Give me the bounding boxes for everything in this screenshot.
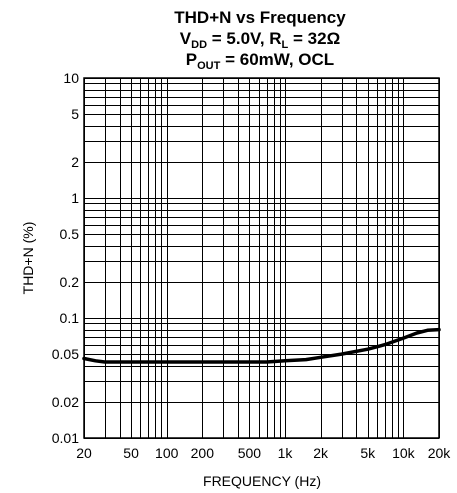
title-v-symbol: V — [180, 29, 192, 48]
y-axis-label: THD+N (%) — [20, 222, 36, 295]
y-tick-label: 5 — [71, 106, 79, 122]
plot-frame — [83, 77, 440, 439]
y-tick-label: 2 — [71, 154, 79, 170]
chart-title-line-3: POUT = 60mW, OCL — [186, 50, 334, 72]
x-tick-label: 20k — [428, 445, 452, 461]
x-tick-label: 2k — [313, 445, 329, 461]
x-tick-label: 20 — [76, 445, 92, 461]
y-tick-label: 1 — [71, 190, 79, 206]
x-tick-label: 1k — [278, 445, 294, 461]
title-v-subscript: DD — [191, 39, 207, 51]
y-tick-label: 10 — [63, 70, 79, 86]
chart-title-line-2: VDD = 5.0V, RL = 32Ω — [180, 29, 340, 51]
x-tick-label: 100 — [155, 445, 179, 461]
title-v-equals: = 5.0V, R — [207, 29, 282, 48]
x-tick-label: 500 — [238, 445, 262, 461]
y-tick-label: 0.05 — [52, 346, 79, 362]
y-tick-labels: 10 5 2 1 0.5 0.2 0.1 0.05 0.02 0.01 — [52, 70, 79, 446]
series-group — [82, 327, 441, 364]
y-tick-label: 0.01 — [52, 430, 79, 446]
plot-grid — [84, 78, 440, 439]
title-p-symbol: P — [186, 50, 197, 69]
y-tick-label: 0.5 — [60, 226, 80, 242]
x-tick-labels: 20 50 100 200 500 1k 2k 5k 10k 20k — [76, 445, 451, 461]
chart-title-line-1: THD+N vs Frequency — [174, 8, 346, 27]
y-tick-label: 0.1 — [60, 310, 80, 326]
x-tick-label: 200 — [191, 445, 215, 461]
x-tick-label: 10k — [392, 445, 416, 461]
x-tick-label: 5k — [360, 445, 376, 461]
x-tick-label: 50 — [123, 445, 139, 461]
x-axis-label: FREQUENCY (Hz) — [203, 473, 321, 489]
title-r-subscript: L — [282, 39, 289, 51]
title-p-equals: = 60mW, OCL — [220, 50, 334, 69]
title-p-subscript: OUT — [197, 60, 221, 72]
thdn-series-line — [82, 327, 441, 364]
title-r-equals: = 32Ω — [288, 29, 340, 48]
y-tick-label: 0.02 — [52, 394, 79, 410]
y-tick-label: 0.2 — [60, 274, 80, 290]
